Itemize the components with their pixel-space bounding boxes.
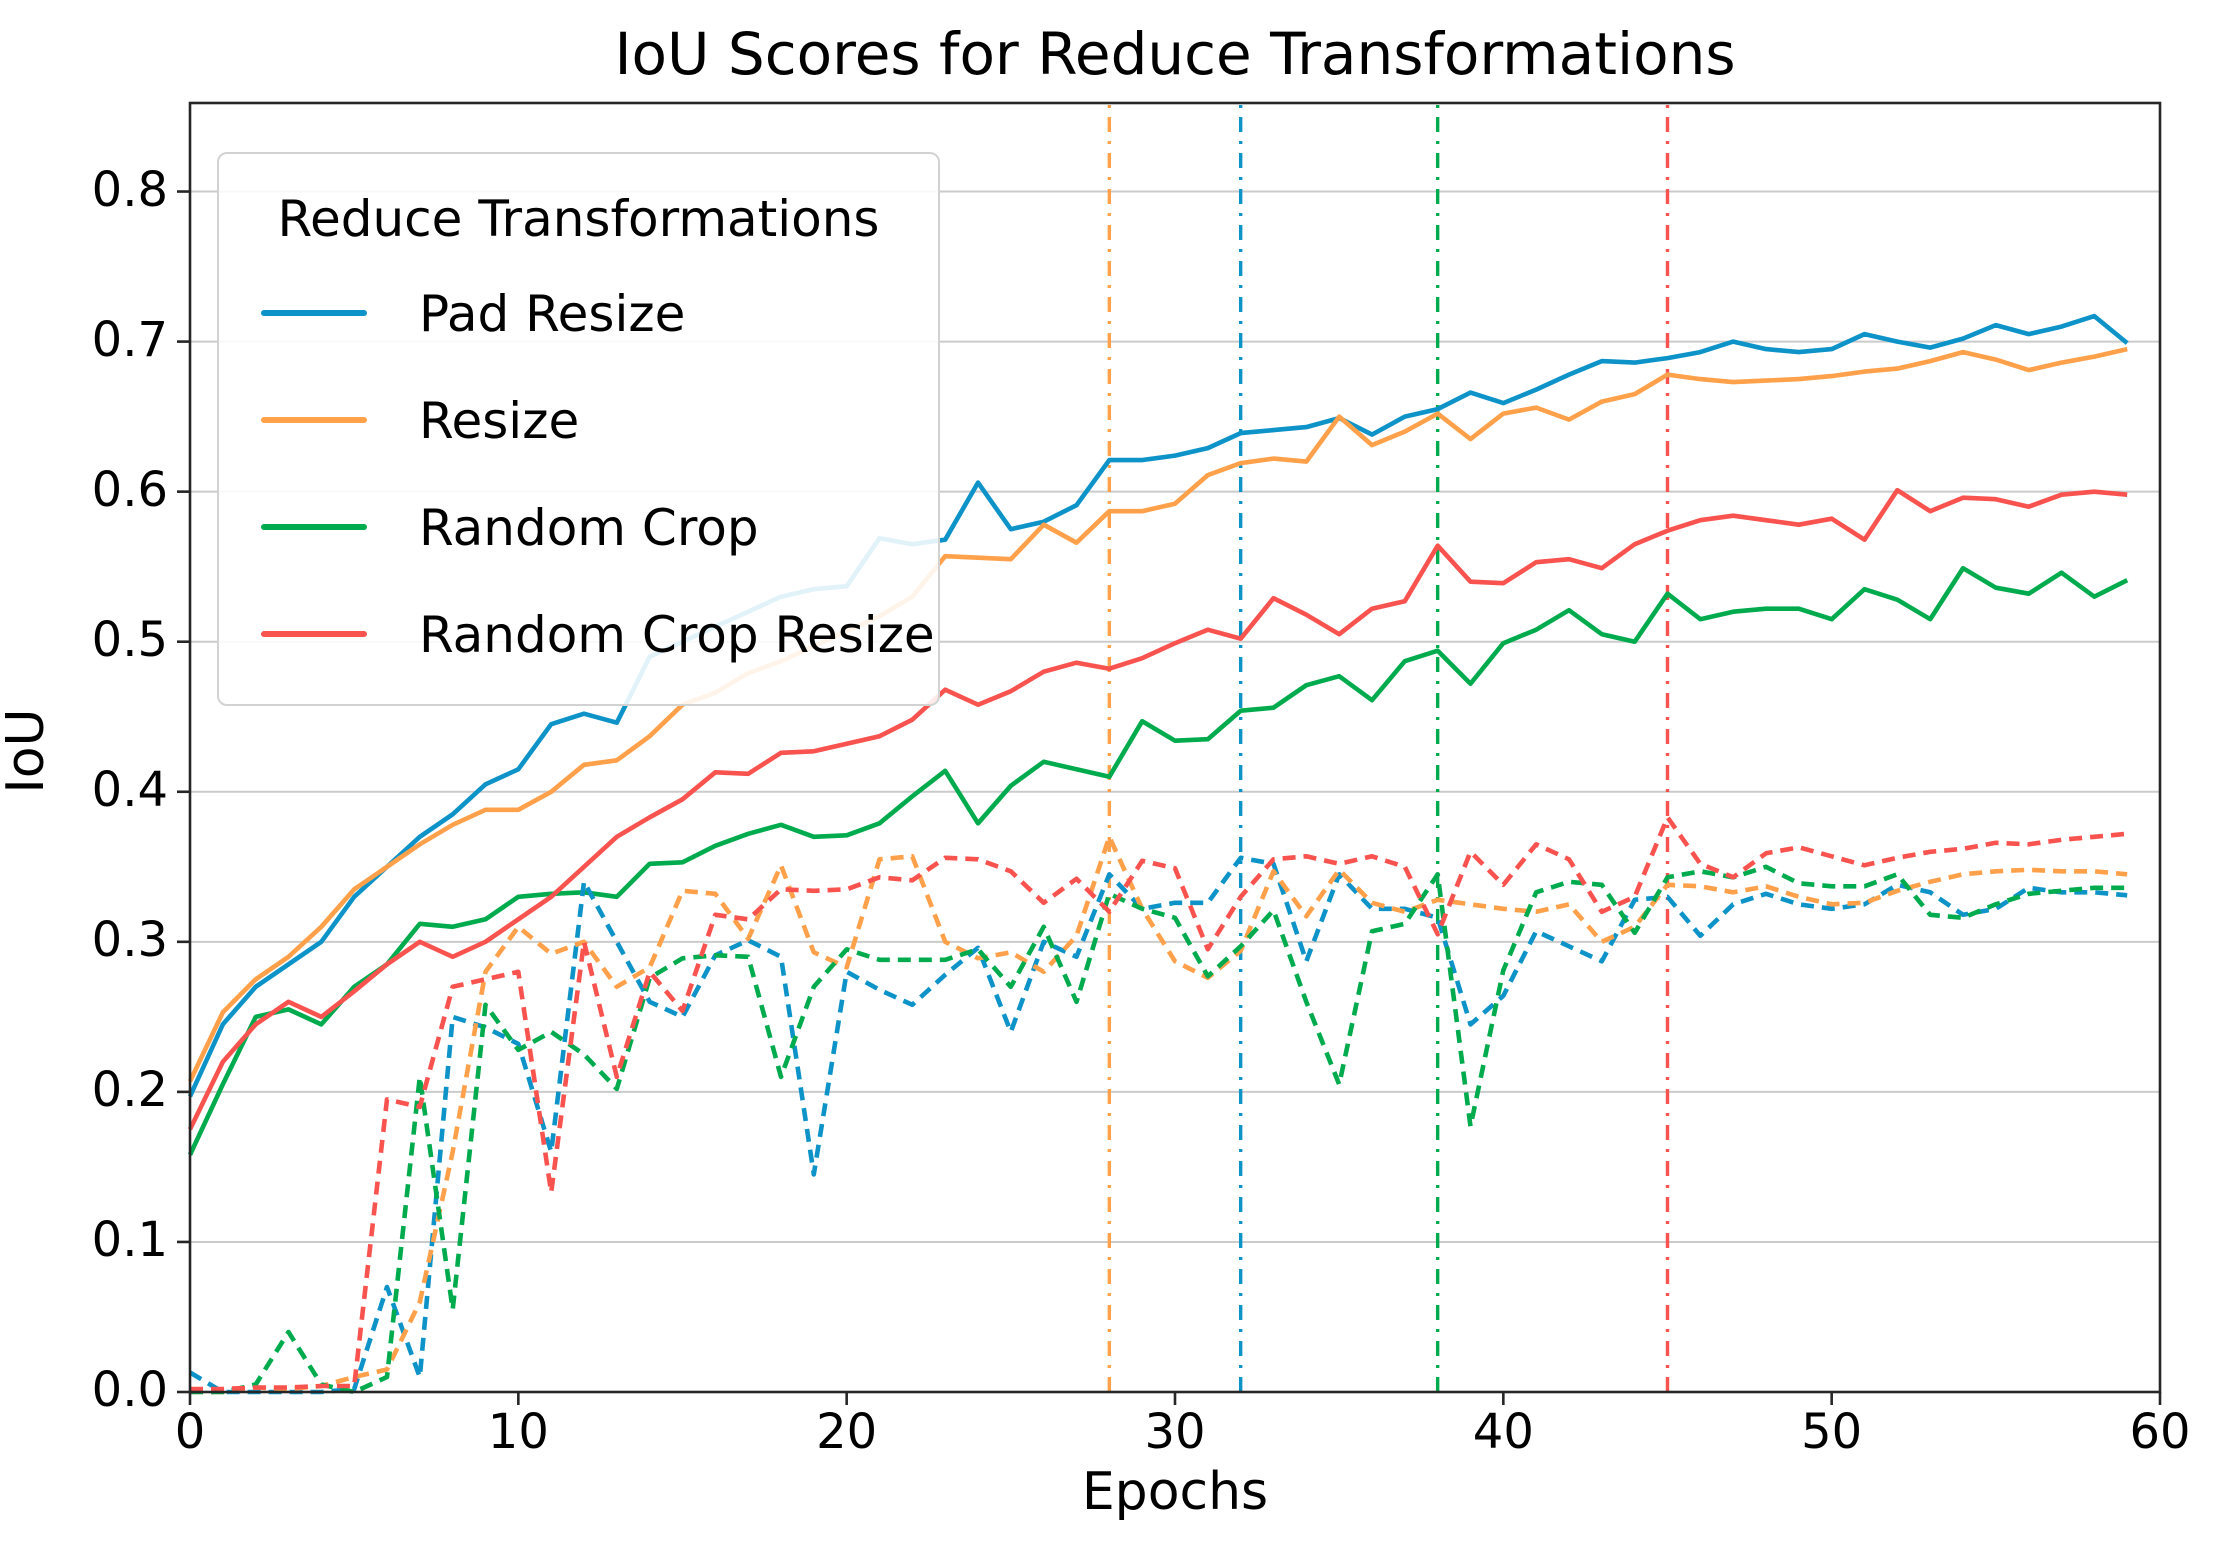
legend-swatch-pad-resize — [261, 310, 367, 316]
x-tick-label-20: 20 — [816, 1404, 878, 1460]
series-line-random-crop-resize-validation- — [190, 814, 2128, 1392]
legend-swatch-resize — [261, 417, 367, 423]
series-line-resize-validation- — [190, 834, 2128, 1395]
y-tick-label-0.2: 0.2 — [91, 1061, 168, 1118]
legend-label: Random Crop — [419, 499, 759, 557]
legend-swatch-random-crop — [261, 524, 367, 530]
x-tick-label-10: 10 — [487, 1404, 549, 1460]
x-tick-label-30: 30 — [1144, 1404, 1206, 1460]
legend-label: Random Crop Resize — [419, 606, 935, 664]
legend-swatch-random-crop-resize — [261, 631, 367, 637]
x-tick-label-50: 50 — [1801, 1404, 1863, 1460]
y-tick-label-0.3: 0.3 — [91, 911, 168, 968]
legend-title: Reduce Transformations — [277, 190, 880, 248]
y-tick-label-0.5: 0.5 — [91, 611, 168, 668]
x-tick-label-0: 0 — [174, 1404, 206, 1460]
series-line-random-crop — [187, 565, 2129, 1156]
y-tick-label-0.7: 0.7 — [91, 311, 168, 368]
x-axis-label: Epochs — [1081, 1462, 1269, 1522]
y-tick-label-0.1: 0.1 — [91, 1211, 168, 1268]
chart-title: IoU Scores for Reduce Transformations — [614, 20, 1736, 88]
legend: Reduce Transformations Pad Resize Resize… — [217, 152, 940, 706]
series-line-random-crop-validation- — [190, 864, 2128, 1395]
x-tick-label-40: 40 — [1472, 1404, 1534, 1460]
series-line-random-crop-resize — [187, 487, 2128, 1131]
series-line-pad-resize — [187, 313, 2129, 1098]
y-tick-label-0.6: 0.6 — [91, 461, 168, 518]
legend-label: Resize — [419, 392, 580, 450]
series-line-resize — [187, 346, 2128, 1083]
y-tick-label-0.0: 0.0 — [91, 1362, 168, 1418]
y-tick-label-0.4: 0.4 — [91, 761, 168, 818]
legend-label: Pad Resize — [419, 285, 686, 343]
y-tick-label-0.8: 0.8 — [91, 161, 168, 218]
x-tick-label-60: 60 — [2129, 1404, 2191, 1460]
series-line-pad-resize-validation- — [188, 855, 2128, 1395]
